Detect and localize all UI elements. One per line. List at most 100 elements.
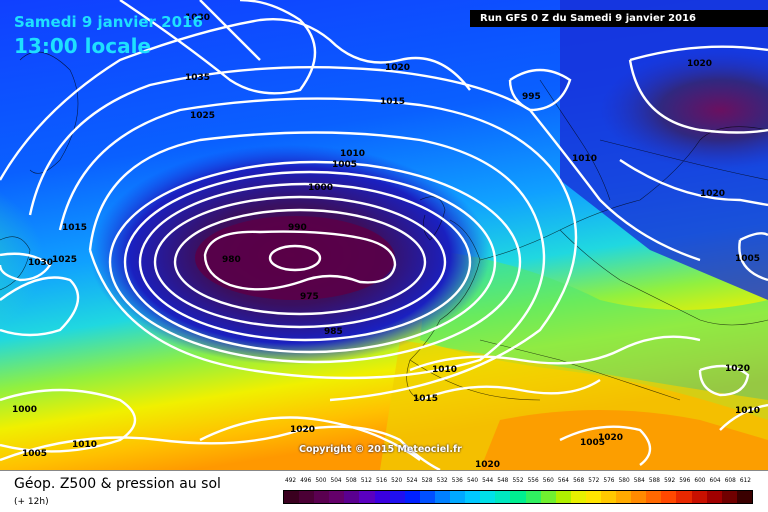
scale-swatch <box>359 491 375 503</box>
scale-swatch <box>691 491 707 503</box>
isobar-label: 1000 <box>308 183 333 193</box>
scale-tick-label: 588 <box>648 478 660 484</box>
scale-tick-label: 540 <box>466 478 479 484</box>
scale-swatch <box>404 491 420 503</box>
isobar-label: 1020 <box>385 63 410 73</box>
isobar-label: 1005 <box>22 449 47 459</box>
scale-tick-label: 592 <box>664 478 676 484</box>
scale-swatch <box>329 491 345 503</box>
isobar-label: 1020 <box>700 189 725 199</box>
scale-tick-label: 544 <box>482 478 494 484</box>
forecast-time: 13:00 locale <box>14 34 151 58</box>
scale-swatch <box>721 491 737 503</box>
isobar-label: 1015 <box>62 223 87 233</box>
isobar-label: 1020 <box>725 364 750 374</box>
legend-title: Géop. Z500 & pression au sol <box>14 476 221 492</box>
isobar-label: 1000 <box>12 405 37 415</box>
scale-swatch <box>480 491 496 503</box>
scale-swatch <box>374 491 390 503</box>
scale-swatch <box>299 491 315 503</box>
isobar-label: 980 <box>222 255 241 265</box>
isobar-label: 1030 <box>28 258 53 268</box>
isobar-labels: 1030103510251020101510101005100099098097… <box>12 13 760 470</box>
run-info: Run GFS 0 Z du Samedi 9 janvier 2016 <box>470 10 768 27</box>
isobar-label: 1025 <box>190 111 215 121</box>
color-scale-ticks: 492 496 500 504 508 512 516 520 524 528 532 536 540 5… <box>283 478 753 488</box>
isobar-label: 1025 <box>52 255 77 265</box>
isobar-label: 1010 <box>735 406 760 416</box>
scale-tick-label: 604 <box>709 478 721 484</box>
isobar-label: 1020 <box>598 433 623 443</box>
isobar-label: 1005 <box>580 438 605 448</box>
isobar-label: 995 <box>522 92 541 102</box>
isobar-label: 1020 <box>290 425 315 435</box>
isobar-label: 1010 <box>432 365 457 375</box>
scale-swatch <box>525 491 541 503</box>
scale-swatch <box>616 491 632 503</box>
scale-swatch <box>646 491 662 503</box>
scale-tick-label: 560 <box>542 478 554 484</box>
isobar-label: 1010 <box>572 154 597 164</box>
scale-tick-label: 596 <box>679 478 691 484</box>
scale-tick-label: 516 <box>375 478 388 484</box>
isobar-label: 1020 <box>475 460 500 470</box>
scale-swatch <box>585 491 601 503</box>
scale-swatch <box>676 491 692 503</box>
scale-tick-label: 492 <box>285 478 297 484</box>
scale-tick-label: 548 <box>497 478 509 484</box>
scale-swatch <box>555 491 571 503</box>
scale-tick-label: 580 <box>618 478 630 484</box>
scale-swatch <box>284 491 300 503</box>
isobar-label: 1015 <box>413 394 438 404</box>
scale-swatch <box>570 491 586 503</box>
scale-tick-label: 496 <box>300 478 312 484</box>
scale-tick-label: 556 <box>527 478 539 484</box>
isobar-label: 1020 <box>687 59 712 69</box>
isobar-label: 990 <box>288 223 307 233</box>
copyright-text: Copyright © 2015 Meteociel.fr <box>299 444 462 455</box>
scale-tick-label: 528 <box>421 478 433 484</box>
scale-tick-label: 608 <box>724 478 736 484</box>
scale-tick-label: 532 <box>436 478 448 484</box>
scale-swatch <box>600 491 617 503</box>
scale-swatch <box>631 491 647 503</box>
scale-tick-label: 500 <box>315 478 327 484</box>
scale-swatch <box>661 491 677 503</box>
scale-swatch <box>450 491 466 503</box>
scale-tick-label: 524 <box>406 478 418 484</box>
isobar-label: 1005 <box>332 160 357 170</box>
scale-tick-label: 576 <box>603 478 615 484</box>
scale-tick-label: 612 <box>739 478 751 484</box>
scale-swatch <box>434 491 451 503</box>
scale-swatch <box>706 491 722 503</box>
scale-swatch <box>495 491 511 503</box>
scale-tick-label: 564 <box>557 478 569 484</box>
scale-swatch <box>419 491 435 503</box>
isobar-label: 1010 <box>340 149 365 159</box>
color-scale-bar <box>283 490 753 504</box>
scale-tick-label: 512 <box>360 478 372 484</box>
scale-tick-label: 600 <box>694 478 706 484</box>
scale-swatch <box>736 491 752 503</box>
isobar-label: 975 <box>300 292 319 302</box>
legend-subtitle: (+ 12h) <box>14 497 49 507</box>
scale-swatch <box>540 491 556 503</box>
isobar-label: 985 <box>324 327 343 337</box>
scale-tick-label: 552 <box>512 478 524 484</box>
scale-tick-label: 520 <box>391 478 403 484</box>
scale-swatch <box>465 491 481 503</box>
scale-tick-label: 568 <box>573 478 585 484</box>
scale-swatch <box>314 491 330 503</box>
scale-swatch <box>344 491 360 503</box>
isobar-label: 1030 <box>185 13 210 23</box>
scale-tick-label: 508 <box>345 478 357 484</box>
scale-tick-label: 536 <box>451 478 463 484</box>
scale-swatch <box>510 491 526 503</box>
isobar-label: 1010 <box>72 440 97 450</box>
isobar-label: 1005 <box>735 254 760 264</box>
scale-tick-label: 584 <box>633 478 645 484</box>
weather-map: 1030 1035 1025 1020 1015 1010 1005 1000 990 980 97… <box>0 0 768 470</box>
isobar-label: 1015 <box>380 97 405 107</box>
scale-swatch <box>389 491 405 503</box>
scale-tick-label: 572 <box>588 478 600 484</box>
